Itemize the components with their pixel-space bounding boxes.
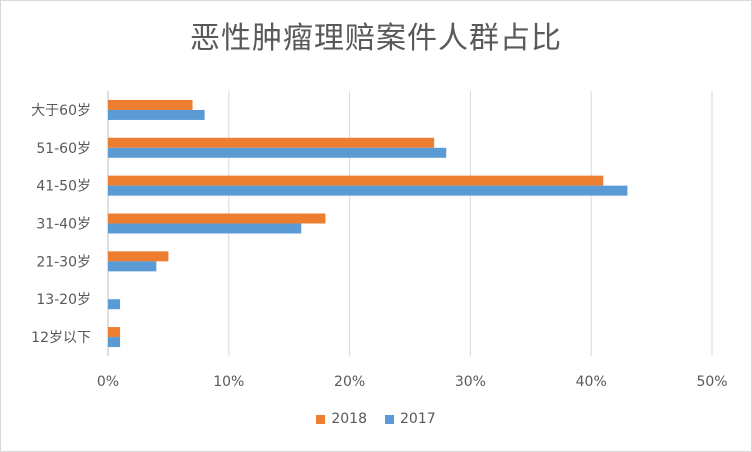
x-tick-label: 20% <box>334 374 365 390</box>
y-tick-label: 21-30岁 <box>36 254 91 270</box>
y-tick-label: 51-60岁 <box>36 141 91 157</box>
y-tick-label: 41-50岁 <box>36 179 91 195</box>
chart-title: 恶性肿瘤理赔案件人群占比 <box>190 21 562 56</box>
x-tick-label: 40% <box>576 374 607 390</box>
bar-2017-13-20岁 <box>108 299 121 310</box>
x-tick-label: 30% <box>455 374 486 390</box>
bar-2017-41-50岁 <box>108 185 628 196</box>
bar-2018-51-60岁 <box>108 137 435 148</box>
bar-2017-31-40岁 <box>108 223 302 234</box>
x-tick-label: 50% <box>696 374 727 390</box>
bar-2017-12岁以下 <box>108 337 121 348</box>
legend-label-2017: 2017 <box>400 411 436 427</box>
y-tick-label: 大于60岁 <box>31 103 91 119</box>
y-tick-label: 12岁以下 <box>31 330 91 346</box>
bar-2018-31-40岁 <box>108 213 326 224</box>
y-tick-label: 13-20岁 <box>36 292 91 308</box>
legend-item-2018: 2018 <box>316 411 367 427</box>
legend-swatch-2018 <box>316 414 326 424</box>
x-tick-label: 10% <box>213 374 244 390</box>
legend: 2018 2017 <box>1 411 751 427</box>
bar-2018-大于60岁 <box>108 99 193 110</box>
legend-swatch-2017 <box>385 414 394 424</box>
bar-2018-12岁以下 <box>108 327 121 338</box>
legend-label-2018: 2018 <box>331 411 367 427</box>
bar-2017-51-60岁 <box>108 147 447 158</box>
x-tick-label: 0% <box>97 374 119 390</box>
bar-2018-21-30岁 <box>108 251 169 262</box>
legend-item-2017: 2017 <box>385 411 436 427</box>
bar-2017-大于60岁 <box>108 109 205 120</box>
plot-area: 0% 10% 20% 30% 40% 50% 大于60岁 51-60岁 41-50岁 31-40岁… <box>31 91 728 390</box>
bar-2018-41-50岁 <box>108 175 604 186</box>
bar-2017-21-30岁 <box>108 261 157 272</box>
y-tick-label: 31-40岁 <box>36 217 91 233</box>
